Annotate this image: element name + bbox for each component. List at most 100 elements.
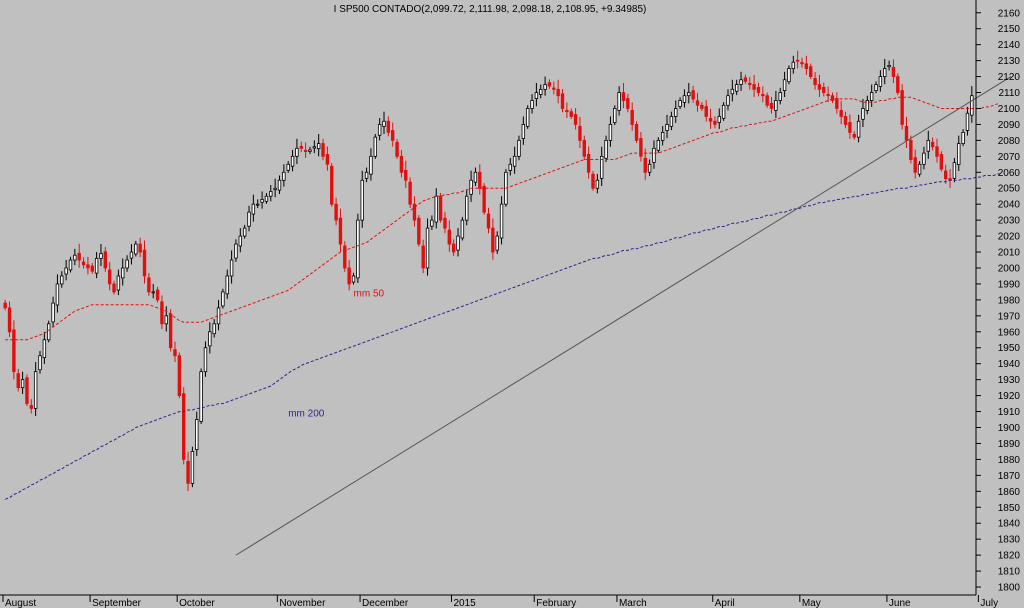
- candle: [926, 130, 930, 159]
- candle: [952, 157, 957, 183]
- candle-body: [129, 251, 134, 259]
- y-tick-label: 1830: [998, 535, 1021, 546]
- candle-body: [412, 203, 417, 221]
- candle: [539, 84, 543, 99]
- candle-body: [29, 405, 34, 409]
- candle: [591, 171, 595, 191]
- candle-body: [839, 109, 843, 117]
- candle-body: [595, 179, 600, 189]
- candle: [826, 86, 830, 103]
- candle: [16, 368, 20, 392]
- candle: [212, 319, 216, 338]
- candle-body: [242, 227, 247, 237]
- candle-body: [573, 114, 578, 125]
- candle-body: [835, 98, 839, 109]
- candle-body: [473, 171, 478, 183]
- candle: [943, 164, 948, 184]
- x-tick-label: March: [619, 598, 647, 608]
- candle: [904, 116, 909, 149]
- candle: [334, 197, 338, 226]
- candle-body: [909, 139, 913, 160]
- candle: [800, 57, 804, 68]
- candle: [734, 79, 739, 96]
- candle: [743, 74, 748, 84]
- candle: [486, 207, 491, 234]
- candle: [7, 301, 12, 337]
- candle-body: [930, 141, 935, 148]
- candle: [887, 60, 891, 71]
- candle-body: [269, 191, 273, 197]
- candle-body: [391, 130, 395, 141]
- candle-body: [151, 291, 155, 294]
- candle-body: [639, 138, 643, 157]
- candle-body: [77, 252, 81, 261]
- candles: [3, 50, 974, 491]
- candle-body: [438, 195, 443, 221]
- candle-body: [20, 379, 25, 389]
- candle-body: [822, 87, 826, 93]
- candle-body: [134, 243, 138, 255]
- candle-body: [42, 339, 47, 359]
- candle-body: [351, 275, 356, 283]
- candle: [312, 140, 317, 154]
- trendline: [235, 76, 1012, 556]
- candle: [330, 163, 334, 207]
- candle: [874, 81, 878, 94]
- candle-body: [499, 203, 504, 239]
- candle-body: [478, 171, 482, 189]
- candle-body: [138, 243, 142, 253]
- candle-body: [608, 124, 613, 141]
- candle: [896, 73, 900, 96]
- candle-body: [682, 95, 687, 103]
- candle-body: [308, 149, 312, 152]
- candle: [813, 72, 817, 90]
- candle: [68, 256, 73, 273]
- y-tick-label: 1990: [998, 279, 1021, 290]
- candle-body: [73, 254, 77, 261]
- candle-body: [369, 155, 373, 175]
- candle: [173, 341, 177, 363]
- candle: [830, 92, 835, 104]
- candle-body: [826, 94, 830, 97]
- candle: [94, 252, 99, 279]
- candle-body: [377, 124, 382, 136]
- candle-body: [700, 104, 704, 109]
- y-tick-label: 2020: [998, 232, 1021, 243]
- candle: [242, 224, 247, 239]
- candle: [748, 76, 752, 90]
- candle: [608, 116, 613, 147]
- candle-body: [60, 275, 64, 285]
- candle-body: [321, 143, 325, 157]
- candle-body: [565, 109, 569, 113]
- candle-body: [656, 139, 661, 151]
- candle-body: [373, 136, 377, 157]
- candle: [238, 228, 243, 253]
- candle: [922, 146, 926, 170]
- candle: [708, 108, 713, 129]
- candle: [103, 246, 108, 272]
- candle-body: [330, 165, 334, 205]
- candle: [12, 320, 16, 380]
- candle: [269, 185, 273, 202]
- candle: [20, 371, 25, 395]
- candle: [713, 116, 717, 129]
- candle-body: [260, 198, 264, 203]
- candle-body: [721, 104, 726, 119]
- candle: [90, 262, 94, 274]
- candle: [578, 116, 582, 149]
- candle-body: [364, 171, 369, 179]
- candle: [643, 148, 647, 180]
- candle-body: [277, 179, 282, 191]
- candle: [299, 141, 303, 153]
- candle-body: [190, 451, 195, 484]
- candle-body: [935, 146, 939, 157]
- candle-body: [312, 146, 317, 149]
- candle: [965, 106, 970, 136]
- candle: [822, 82, 826, 97]
- candle-body: [33, 371, 38, 409]
- candle-body: [182, 393, 186, 460]
- candle: [25, 374, 29, 407]
- candle-body: [869, 92, 874, 101]
- candle-body: [730, 88, 735, 95]
- candle: [778, 87, 782, 105]
